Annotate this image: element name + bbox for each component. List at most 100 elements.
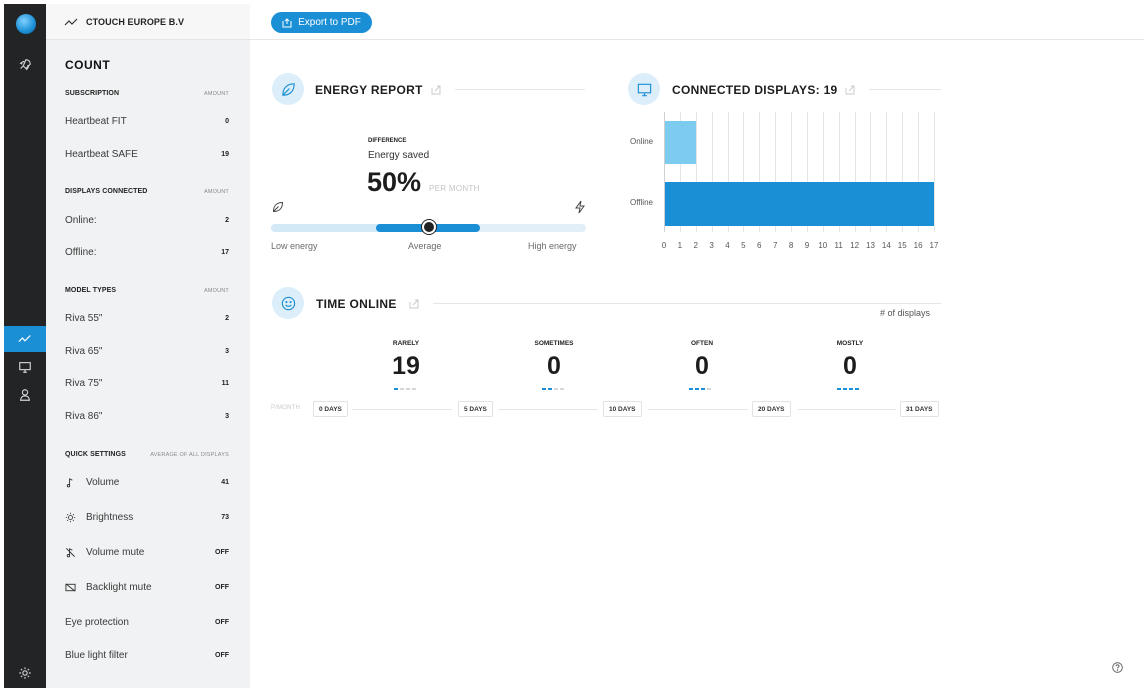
x-tick-label: 13	[866, 241, 875, 250]
counter-label: RARELY	[392, 340, 420, 347]
monitor-icon[interactable]	[4, 354, 46, 380]
section-heading: MODEL TYPES	[65, 287, 117, 294]
x-tick-label: 11	[834, 241, 843, 250]
x-tick-label: 2	[693, 241, 698, 250]
x-tick-label: 1	[677, 241, 683, 250]
share-icon[interactable]	[845, 85, 855, 95]
list-item: Eye protection OFF	[65, 617, 229, 628]
item-value: 19	[221, 151, 229, 158]
energy-report-title: ENERGY REPORT	[315, 83, 423, 97]
list-item: Heartbeat SAFE 19	[65, 149, 229, 160]
days-marker: 20 DAYS	[752, 401, 791, 417]
item-value: OFF	[215, 652, 229, 659]
level-indicator	[837, 388, 859, 390]
quick-settings-header: QUICK SETTINGS AVERAGE OF ALL DISPLAYS	[65, 451, 229, 458]
item-label: Offline:	[65, 247, 97, 258]
smiley-icon	[272, 287, 304, 319]
x-tick-label: 16	[913, 241, 923, 250]
low-energy-label: Low energy	[271, 241, 318, 251]
item-value: 3	[225, 348, 229, 355]
list-item: Heartbeat FIT 0	[65, 116, 229, 127]
leaf-small-icon	[272, 201, 284, 213]
list-item: Riva 65" 3	[65, 346, 229, 357]
chart-gridline	[854, 112, 856, 232]
days-marker: 5 DAYS	[458, 401, 493, 417]
monitor-icon	[628, 73, 660, 105]
x-tick-label: 14	[881, 241, 891, 250]
brightness-icon	[65, 512, 76, 523]
subscription-header: SUBSCRIPTION AMOUNT	[65, 90, 229, 97]
chart-bar-online	[664, 121, 696, 164]
amount-label: AVERAGE OF ALL DISPLAYS	[150, 451, 229, 458]
item-label: Volume mute	[86, 547, 145, 558]
amount-label: AMOUNT	[203, 188, 229, 195]
section-heading: QUICK SETTINGS	[65, 451, 126, 458]
difference-label: DIFFERENCE	[368, 138, 407, 144]
x-tick-label: 15	[897, 241, 907, 250]
list-item: Blue light filter OFF	[65, 650, 229, 661]
timeline-line	[352, 409, 452, 410]
time-online-title: TIME ONLINE	[316, 297, 397, 311]
app-logo-icon[interactable]	[16, 14, 36, 34]
item-value: 3	[225, 413, 229, 420]
chart-gridline	[695, 112, 697, 232]
chart-gridline	[806, 112, 808, 232]
chart-gridline	[870, 112, 872, 232]
list-item: Volume mute OFF	[65, 547, 229, 558]
settings-gear-icon[interactable]	[4, 660, 46, 686]
share-icon[interactable]	[431, 85, 441, 95]
leaf-icon	[272, 73, 304, 105]
rocket-icon[interactable]	[4, 52, 46, 78]
x-tick-label: 8	[788, 241, 794, 250]
x-tick-label: 4	[725, 241, 730, 250]
energy-saved-label: Energy saved	[368, 150, 430, 161]
counter-label: SOMETIMES	[534, 340, 574, 347]
share-icon[interactable]	[409, 299, 419, 309]
export-pdf-label: Export to PDF	[298, 17, 361, 28]
counter-label: OFTEN	[690, 340, 714, 347]
item-value: 2	[225, 217, 229, 224]
divider	[455, 89, 585, 90]
x-tick-label: 6	[757, 241, 762, 250]
x-tick-label: 10	[818, 241, 828, 250]
chart-gridline	[902, 112, 904, 232]
chart-gridline	[711, 112, 713, 232]
x-tick-label: 7	[772, 241, 778, 250]
item-label: Heartbeat FIT	[65, 116, 127, 127]
amount-label: AMOUNT	[203, 90, 229, 97]
export-icon	[282, 17, 292, 27]
item-value: 73	[221, 514, 229, 521]
export-pdf-button[interactable]: Export to PDF	[271, 12, 372, 33]
trend-icon	[64, 18, 78, 25]
count-title: COUNT	[65, 58, 111, 72]
user-icon[interactable]	[4, 382, 46, 408]
timeline-line	[498, 409, 598, 410]
per-month-label: P/MONTH	[271, 405, 301, 411]
x-tick-label: 9	[804, 241, 810, 250]
item-label: Riva 55"	[65, 313, 103, 324]
per-month-label: PER MONTH	[429, 184, 480, 193]
item-value: OFF	[215, 549, 229, 556]
company-name: CTOUCH EUROPE B.V	[86, 16, 185, 27]
help-icon[interactable]	[1112, 662, 1123, 673]
timeline-line	[648, 409, 748, 410]
model-types-header: MODEL TYPES AMOUNT	[65, 287, 229, 294]
trend-icon[interactable]	[4, 326, 46, 352]
counter-value: 0	[547, 352, 561, 380]
item-value: 17	[221, 249, 229, 256]
list-item: Riva 75" 11	[65, 378, 229, 389]
company-selector[interactable]: CTOUCH EUROPE B.V	[46, 4, 250, 40]
list-item: Offline: 17	[65, 247, 229, 258]
item-value: 2	[225, 315, 229, 322]
chart-gridline	[727, 112, 729, 232]
item-label: Heartbeat SAFE	[65, 149, 138, 160]
counter-value: 0	[843, 352, 857, 380]
divider	[869, 89, 941, 90]
level-indicator	[689, 388, 711, 390]
counter-value: 0	[695, 352, 709, 380]
list-item: Backlight mute OFF	[65, 582, 229, 593]
energy-scale-fill	[271, 224, 429, 232]
item-label: Riva 65"	[65, 346, 103, 357]
list-item: Volume 41	[65, 477, 229, 488]
